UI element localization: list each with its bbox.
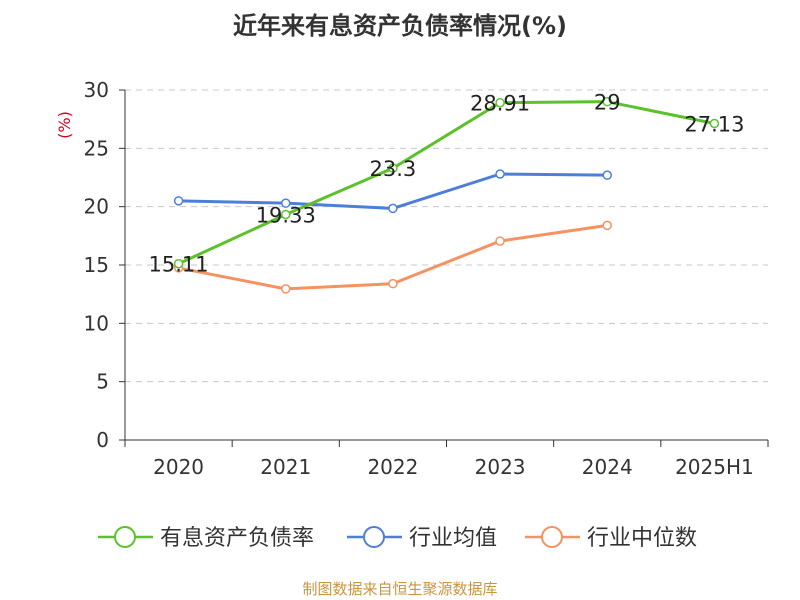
data-point bbox=[173, 258, 184, 269]
data-label: 29 bbox=[594, 91, 621, 115]
data-point bbox=[281, 209, 291, 220]
legend-marker bbox=[541, 526, 563, 548]
data-point bbox=[602, 96, 612, 107]
legend-label: 行业均值 bbox=[409, 526, 497, 551]
y-tick-label: 10 bbox=[84, 311, 109, 335]
data-label: 19.33 bbox=[256, 203, 316, 227]
data-point bbox=[602, 220, 612, 231]
data-point bbox=[388, 278, 398, 289]
data-point bbox=[602, 170, 612, 180]
legend-marker bbox=[114, 526, 136, 548]
data-label: 27.13 bbox=[684, 112, 744, 136]
data-point bbox=[495, 236, 505, 246]
data-point bbox=[388, 163, 398, 173]
data-point bbox=[281, 284, 291, 294]
data-point bbox=[495, 97, 505, 108]
y-tick-label: 25 bbox=[84, 136, 109, 160]
y-tick-label: 20 bbox=[84, 195, 109, 219]
source-note: 制图数据来自恒生聚源数据库 bbox=[302, 580, 498, 598]
data-point bbox=[709, 118, 720, 129]
y-tick-label: 15 bbox=[84, 253, 109, 277]
y-tick-label: 0 bbox=[96, 428, 109, 452]
legend-label: 有息资产负债率 bbox=[160, 526, 314, 551]
series-line-0 bbox=[177, 100, 715, 266]
y-axis-label: (%) bbox=[55, 111, 74, 139]
legend-marker bbox=[363, 526, 385, 548]
x-tick-label: 2023 bbox=[475, 455, 526, 479]
data-label: 23.3 bbox=[370, 157, 417, 181]
data-point bbox=[388, 203, 398, 214]
data-point bbox=[173, 196, 184, 206]
x-tick-label: 2025H1 bbox=[675, 455, 754, 479]
x-tick-label: 2020 bbox=[153, 455, 204, 479]
chart-title: 近年来有息资产负债率情况(%) bbox=[233, 12, 567, 40]
data-point bbox=[281, 198, 291, 208]
x-tick-label: 2024 bbox=[582, 455, 633, 479]
data-label: 28.91 bbox=[470, 92, 530, 116]
data-label: 15.11 bbox=[149, 253, 209, 277]
x-tick-label: 2021 bbox=[260, 455, 311, 479]
legend-label: 行业中位数 bbox=[587, 526, 697, 551]
y-tick-label: 30 bbox=[84, 78, 109, 102]
y-tick-label: 5 bbox=[96, 370, 109, 394]
data-point bbox=[495, 169, 505, 179]
x-tick-label: 2022 bbox=[367, 455, 418, 479]
